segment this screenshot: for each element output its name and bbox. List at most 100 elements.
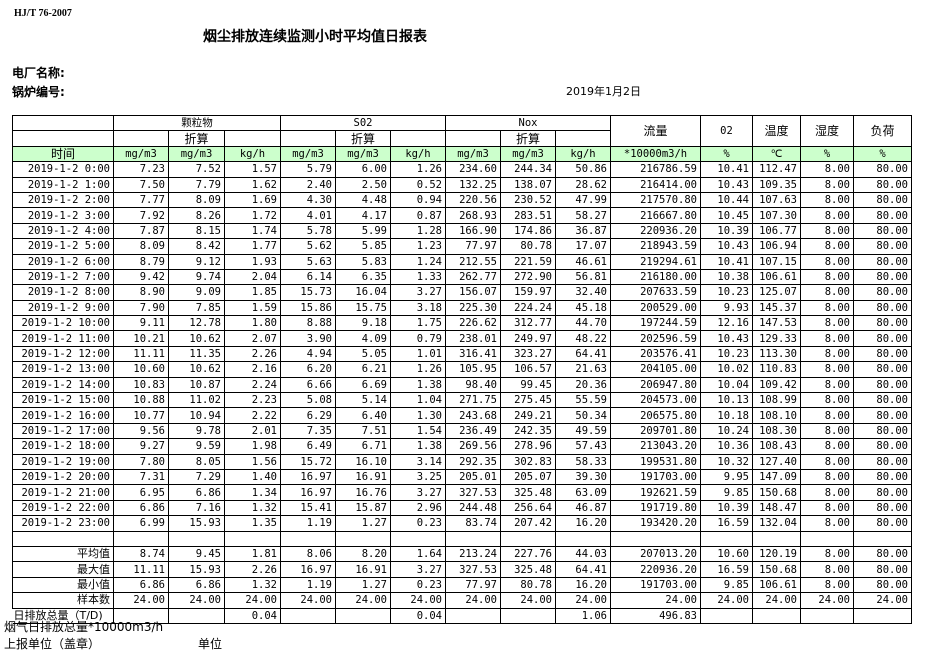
value-cell: 106.57 (500, 361, 556, 378)
value-cell: 10.41 (700, 253, 753, 270)
unit-cell: % (700, 145, 753, 163)
boiler-number-label: 锅炉编号: (12, 85, 65, 99)
row-label: 2019-1-2 23:00 (12, 515, 114, 532)
table-row: 2019-1-2 11:00 10.21 10.62 2.07 3.90 4.09 0.79… (12, 330, 912, 347)
value-cell: 8.00 (800, 515, 854, 532)
table-row: 2019-1-2 14:00 10.83 10.87 2.24 6.66 6.69 1.38… (12, 376, 912, 394)
value-cell: 80.00 (853, 238, 912, 255)
value-cell: 10.62 (168, 361, 225, 378)
plant-name-label: 电厂名称: (12, 66, 65, 80)
value-cell: 8.00 (800, 315, 854, 332)
value-cell: 132.04 (752, 515, 801, 532)
value-cell: 2.96 (390, 499, 446, 517)
value-cell: 106.77 (752, 222, 801, 240)
value-cell: 7.79 (168, 176, 225, 193)
value-cell: 80.00 (853, 161, 912, 178)
value-cell: 6.20 (280, 361, 336, 378)
value-cell: 159.97 (500, 284, 556, 301)
value-cell: 6.66 (280, 376, 336, 394)
value-cell: 1.56 (224, 453, 281, 470)
value-cell: 1.30 (390, 407, 446, 424)
value-cell: 7.92 (113, 207, 169, 224)
value-cell: 11.35 (168, 345, 225, 363)
value-cell: 7.29 (168, 468, 225, 486)
value-cell: 8.00 (800, 161, 854, 178)
value-cell: 7.16 (168, 499, 225, 517)
value-cell: 109.42 (752, 376, 801, 394)
value-cell: 10.02 (700, 361, 753, 378)
value-cell: 212.55 (445, 253, 501, 270)
value-cell: 325.48 (500, 561, 556, 578)
value-cell: 9.56 (113, 422, 169, 440)
value-cell: 24.00 (800, 592, 854, 609)
value-cell: 24.00 (168, 592, 225, 609)
value-cell: 200529.00 (610, 299, 701, 317)
row-label: 日排放总量（T/D) (12, 607, 114, 624)
value-cell: 8.06 (280, 545, 336, 563)
value-cell: 7.77 (113, 191, 169, 209)
value-cell: 9.59 (168, 438, 225, 455)
value-cell: 109.35 (752, 176, 801, 193)
value-cell: 16.59 (700, 561, 753, 578)
value-cell: 80.00 (853, 315, 912, 332)
value-cell: 0.52 (390, 176, 446, 193)
value-cell: 80.00 (853, 499, 912, 517)
value-cell: 1.04 (390, 392, 446, 409)
value-cell: 205.07 (500, 468, 556, 486)
value-cell: 36.87 (555, 222, 611, 240)
row-label: 2019-1-2 15:00 (12, 392, 114, 409)
value-cell: 45.18 (555, 299, 611, 317)
value-cell: 10.87 (168, 376, 225, 394)
value-cell: 8.00 (800, 253, 854, 270)
value-cell: 1.28 (390, 222, 446, 240)
row-label: 2019-1-2 5:00 (12, 238, 114, 255)
value-cell: 55.59 (555, 392, 611, 409)
value-cell: 4.48 (335, 191, 391, 209)
value-cell: 80.00 (853, 545, 912, 563)
unit-cell: % (853, 145, 912, 163)
value-cell: 8.00 (800, 392, 854, 409)
value-cell: 80.00 (853, 515, 912, 532)
value-cell: 132.25 (445, 176, 501, 193)
value-cell: 8.00 (800, 238, 854, 255)
unit-cell: kg/h (555, 145, 611, 163)
value-cell: 50.34 (555, 407, 611, 424)
o2-header: 02 (700, 115, 753, 147)
particulate-converted-header: 折算 (168, 130, 225, 147)
row-label: 2019-1-2 22:00 (12, 499, 114, 517)
value-cell: 11.02 (168, 392, 225, 409)
value-cell: 8.00 (800, 345, 854, 363)
value-cell: 10.04 (700, 376, 753, 394)
value-cell: 6.14 (280, 268, 336, 286)
value-cell: 24.00 (113, 592, 169, 609)
value-cell: 7.51 (335, 422, 391, 440)
value-cell: 110.83 (752, 361, 801, 378)
value-cell: 7.80 (113, 453, 169, 470)
blank-cell (800, 530, 854, 547)
value-cell: 1.24 (390, 253, 446, 270)
value-cell: 1.85 (224, 284, 281, 301)
unit-cell: kg/h (224, 145, 281, 163)
value-cell: 249.97 (500, 330, 556, 347)
table-row: 2019-1-2 6:00 8.79 9.12 1.93 5.63 5.83 1.24 212… (12, 253, 912, 270)
value-cell: 8.00 (800, 176, 854, 193)
value-cell: 3.25 (390, 468, 446, 486)
value-cell: 80.00 (853, 299, 912, 317)
table-row: 2019-1-2 7:00 9.42 9.74 2.04 6.14 6.35 1.33 262… (12, 268, 912, 286)
value-cell: 5.83 (335, 253, 391, 270)
value-cell: 1.54 (390, 422, 446, 440)
value-cell: 106.94 (752, 238, 801, 255)
value-cell (853, 607, 912, 624)
value-cell: 16.59 (700, 515, 753, 532)
value-cell: 11.11 (113, 561, 169, 578)
value-cell: 244.48 (445, 499, 501, 517)
value-cell: 10.24 (700, 422, 753, 440)
value-cell: 10.44 (700, 191, 753, 209)
value-cell: 1.34 (224, 484, 281, 501)
value-cell: 0.94 (390, 191, 446, 209)
value-cell: 292.35 (445, 453, 501, 470)
value-cell: 2.16 (224, 361, 281, 378)
value-cell: 64.41 (555, 561, 611, 578)
value-cell: 8.20 (335, 545, 391, 563)
row-label: 2019-1-2 21:00 (12, 484, 114, 501)
